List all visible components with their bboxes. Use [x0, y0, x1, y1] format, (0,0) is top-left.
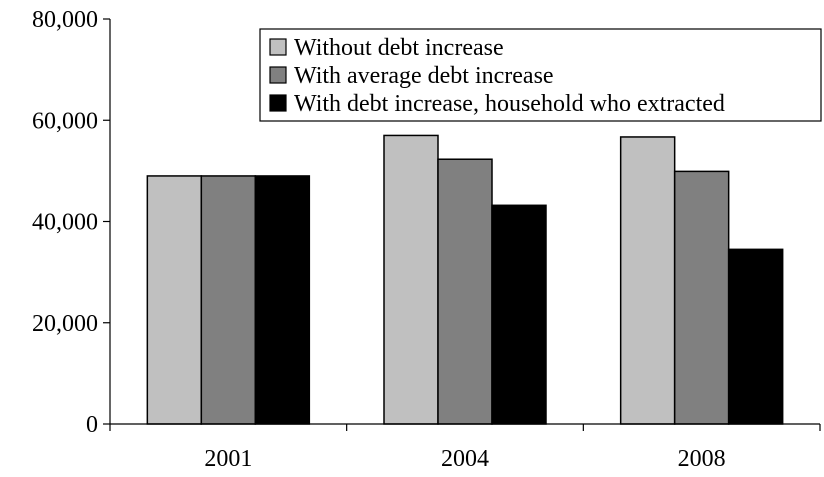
bar-2004-series-2	[491, 204, 547, 425]
bar-2008-series-2	[727, 248, 784, 425]
legend-label: With average debt increase	[294, 63, 554, 89]
x-category-label: 2001	[204, 446, 252, 472]
bar-2008-series-0	[619, 136, 676, 425]
legend-label: Without debt increase	[294, 35, 504, 61]
plot-area	[146, 134, 784, 425]
bar-2001-series-0	[146, 175, 203, 425]
y-tick-label: 20,000	[32, 311, 98, 337]
x-category-label: 2004	[441, 446, 489, 472]
bar-2001-series-2	[254, 175, 311, 425]
y-axis: 0 20,000 40,000 60,000 80,000	[32, 7, 111, 438]
y-tick-label: 60,000	[32, 108, 98, 134]
bar-2004-series-0	[383, 134, 439, 425]
y-tick-label: 80,000	[32, 7, 98, 33]
legend-swatch	[269, 94, 287, 112]
y-tick-label: 0	[86, 412, 98, 438]
y-tick-label: 40,000	[32, 210, 98, 236]
x-category-label: 2008	[678, 446, 726, 472]
legend-label: With debt increase, household who extrac…	[294, 91, 725, 117]
bar-2004-series-1	[437, 158, 493, 425]
bar-2001-series-1	[200, 175, 257, 425]
legend-swatch	[269, 38, 287, 56]
x-axis: 2001 2004 2008	[109, 423, 821, 472]
legend-swatch	[269, 66, 287, 84]
legend-box	[259, 28, 822, 122]
bar-2008-series-1	[673, 170, 730, 425]
